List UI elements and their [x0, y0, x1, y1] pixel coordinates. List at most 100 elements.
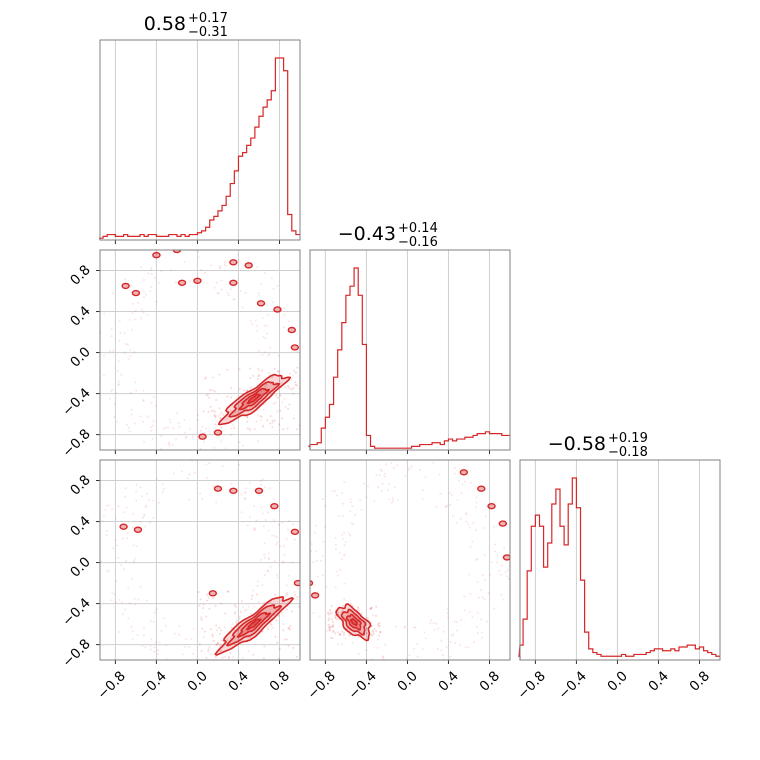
scatter-point: [293, 538, 296, 541]
scatter-point: [354, 513, 357, 516]
scatter-point: [142, 311, 145, 314]
scatter-point: [133, 350, 136, 353]
scatter-point: [143, 514, 146, 517]
scatter-point: [483, 554, 486, 557]
scatter-point: [500, 593, 503, 596]
scatter-point: [463, 608, 466, 611]
scatter-point: [267, 628, 270, 631]
scatter-point: [172, 427, 175, 430]
scatter-point: [365, 496, 368, 499]
scatter-point: [209, 628, 212, 631]
scatter-point: [109, 390, 112, 393]
scatter-point: [261, 584, 264, 587]
scatter-point: [224, 655, 227, 658]
scatter-point: [201, 497, 204, 500]
scatter-point: [449, 641, 452, 644]
scatter-point: [197, 256, 200, 259]
scatter-point: [249, 387, 252, 390]
scatter-point: [315, 559, 318, 562]
frame-layer: [96, 39, 721, 664]
scatter-point: [464, 512, 467, 515]
scatter-point: [303, 582, 305, 584]
scatter-point: [136, 301, 139, 304]
scatter-point: [380, 662, 382, 664]
scatter-point: [421, 648, 424, 651]
scatter-point: [205, 463, 208, 466]
x-tick-label: 0.4: [225, 668, 252, 695]
scatter-point: [370, 606, 373, 609]
scatter-point: [175, 412, 178, 415]
scatter-point: [256, 593, 259, 596]
scatter-point: [341, 491, 344, 494]
scatter-point: [296, 428, 299, 431]
scatter-point: [131, 512, 134, 515]
scatter-point: [192, 627, 195, 630]
scatter-point: [251, 323, 254, 326]
scatter-point: [116, 369, 119, 372]
scatter-point: [268, 353, 271, 356]
contour-island: [256, 300, 266, 307]
scatter-point: [341, 538, 344, 541]
scatter-point: [388, 482, 391, 485]
scatter-point: [158, 641, 161, 644]
scatter-point: [143, 290, 146, 293]
scatter-point: [266, 570, 269, 573]
scatter-point: [483, 578, 486, 581]
scatter-point: [348, 532, 351, 535]
scatter-point: [116, 544, 119, 547]
x-tick-label: 0.4: [435, 668, 462, 695]
scatter-point: [183, 418, 186, 421]
scatter-point: [274, 401, 277, 404]
scatter-point: [149, 290, 152, 293]
scatter-point: [376, 486, 379, 489]
scatter-point: [124, 487, 127, 490]
scatter-point: [476, 611, 479, 614]
scatter-point: [247, 650, 250, 653]
y-tick-label: −0.8: [59, 636, 93, 670]
scatter-point: [307, 634, 309, 636]
scatter-point: [504, 570, 507, 573]
scatter-point: [220, 440, 223, 443]
scatter-point: [294, 371, 297, 374]
param-title-plus: +0.17: [188, 11, 228, 26]
scatter-point: [277, 370, 280, 373]
contour-island: [287, 326, 296, 334]
scatter-point: [147, 498, 150, 501]
scatter-point: [285, 608, 288, 611]
scatter-point: [349, 534, 352, 537]
panel-frame: [309, 249, 511, 451]
scatter-point: [93, 535, 95, 537]
scatter-point: [245, 487, 248, 490]
scatter-point: [161, 491, 164, 494]
scatter-point: [145, 599, 148, 602]
scatter-point: [150, 429, 153, 432]
scatter-point: [479, 589, 482, 592]
scatter-point: [437, 627, 440, 630]
scatter-point: [260, 416, 263, 419]
scatter-point: [507, 577, 510, 580]
scatter-point: [259, 559, 262, 562]
scatter-point: [399, 662, 401, 664]
scatter-point: [132, 561, 135, 564]
scatter-point: [460, 492, 463, 495]
scatter-point: [260, 506, 263, 509]
scatter-point: [260, 480, 263, 483]
scatter-point: [153, 646, 156, 649]
scatter-point: [383, 472, 386, 475]
scatter-point: [139, 520, 142, 523]
y-tick-label: −0.4: [59, 385, 93, 419]
scatter-point: [229, 652, 232, 655]
scatter-point: [262, 335, 265, 338]
scatter-point: [229, 427, 232, 430]
scatter-point: [233, 427, 236, 430]
scatter-point: [278, 423, 281, 426]
scatter-point: [111, 388, 114, 391]
scatter-point: [235, 621, 238, 624]
scatter-point: [316, 575, 319, 578]
scatter-point: [252, 374, 255, 377]
scatter-point: [188, 498, 191, 501]
scatter-point: [114, 538, 117, 541]
scatter-point: [189, 428, 192, 431]
scatter-point: [226, 639, 229, 642]
scatter-point: [128, 318, 131, 321]
